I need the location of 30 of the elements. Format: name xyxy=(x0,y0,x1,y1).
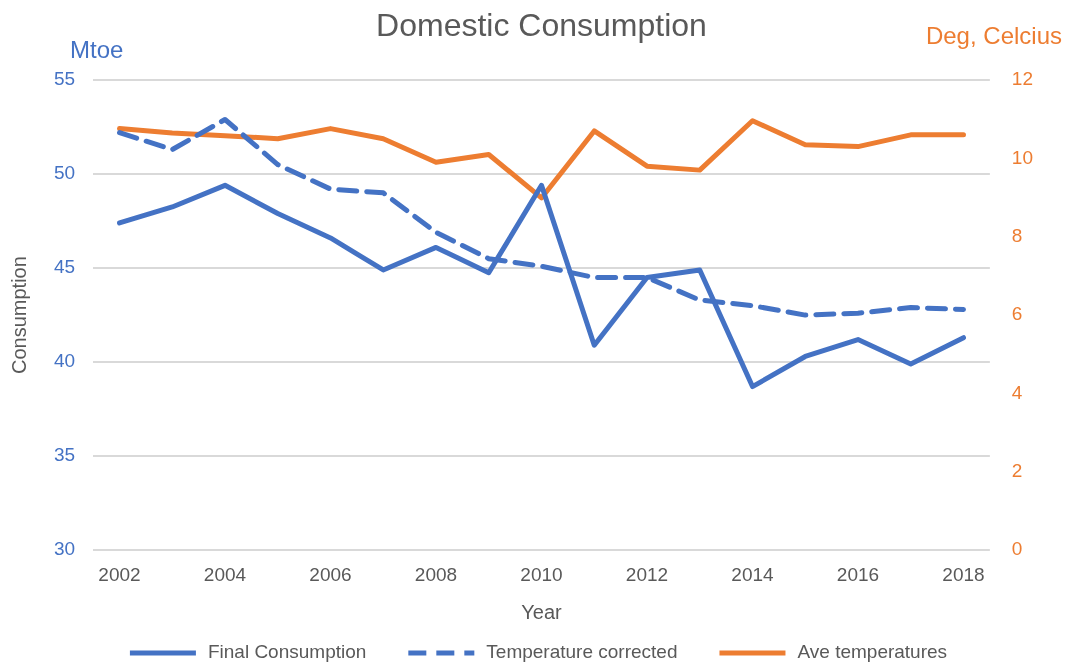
legend-label: Temperature corrected xyxy=(486,641,678,663)
x-tick-label: 2002 xyxy=(98,563,141,585)
y2-tick-label: 2 xyxy=(1011,460,1023,482)
y2-tick-label: 12 xyxy=(1011,68,1034,90)
legend-label: Ave temperatures xyxy=(797,641,948,663)
y2-tick-label: 4 xyxy=(1011,381,1023,403)
y-tick-label: 35 xyxy=(53,444,76,466)
x-tick-label: 2006 xyxy=(309,563,352,585)
text: Mtoe xyxy=(70,36,124,63)
x-axis-title: Year xyxy=(521,600,563,623)
x-tick-label: 2008 xyxy=(414,563,458,585)
y-tick-label: 50 xyxy=(53,162,76,184)
y-tick-label: 55 xyxy=(53,68,76,90)
y-axis-title: Consumption xyxy=(7,256,30,375)
y2-axis-title: Deg, Celcius xyxy=(925,22,1062,49)
x-tick-label: 2014 xyxy=(731,563,775,585)
y2-tick-label: 6 xyxy=(1011,303,1023,325)
x-tick-label: 2016 xyxy=(836,563,880,585)
x-tick-label: 2004 xyxy=(203,563,247,585)
chart-title: Domestic Consumption xyxy=(376,7,707,43)
x-tick-label: 2010 xyxy=(520,563,563,585)
y2-tick-label: 10 xyxy=(1011,146,1034,168)
y-tick-label: 40 xyxy=(53,350,76,372)
y2-tick-label: 0 xyxy=(1011,538,1023,560)
y-tick-label: 30 xyxy=(53,538,76,560)
x-tick-label: 2018 xyxy=(942,563,985,585)
y2-tick-label: 8 xyxy=(1011,224,1023,246)
y-tick-label: 45 xyxy=(53,256,76,278)
x-tick-label: 2012 xyxy=(625,563,669,585)
legend-label: Final Consumption xyxy=(207,641,367,663)
